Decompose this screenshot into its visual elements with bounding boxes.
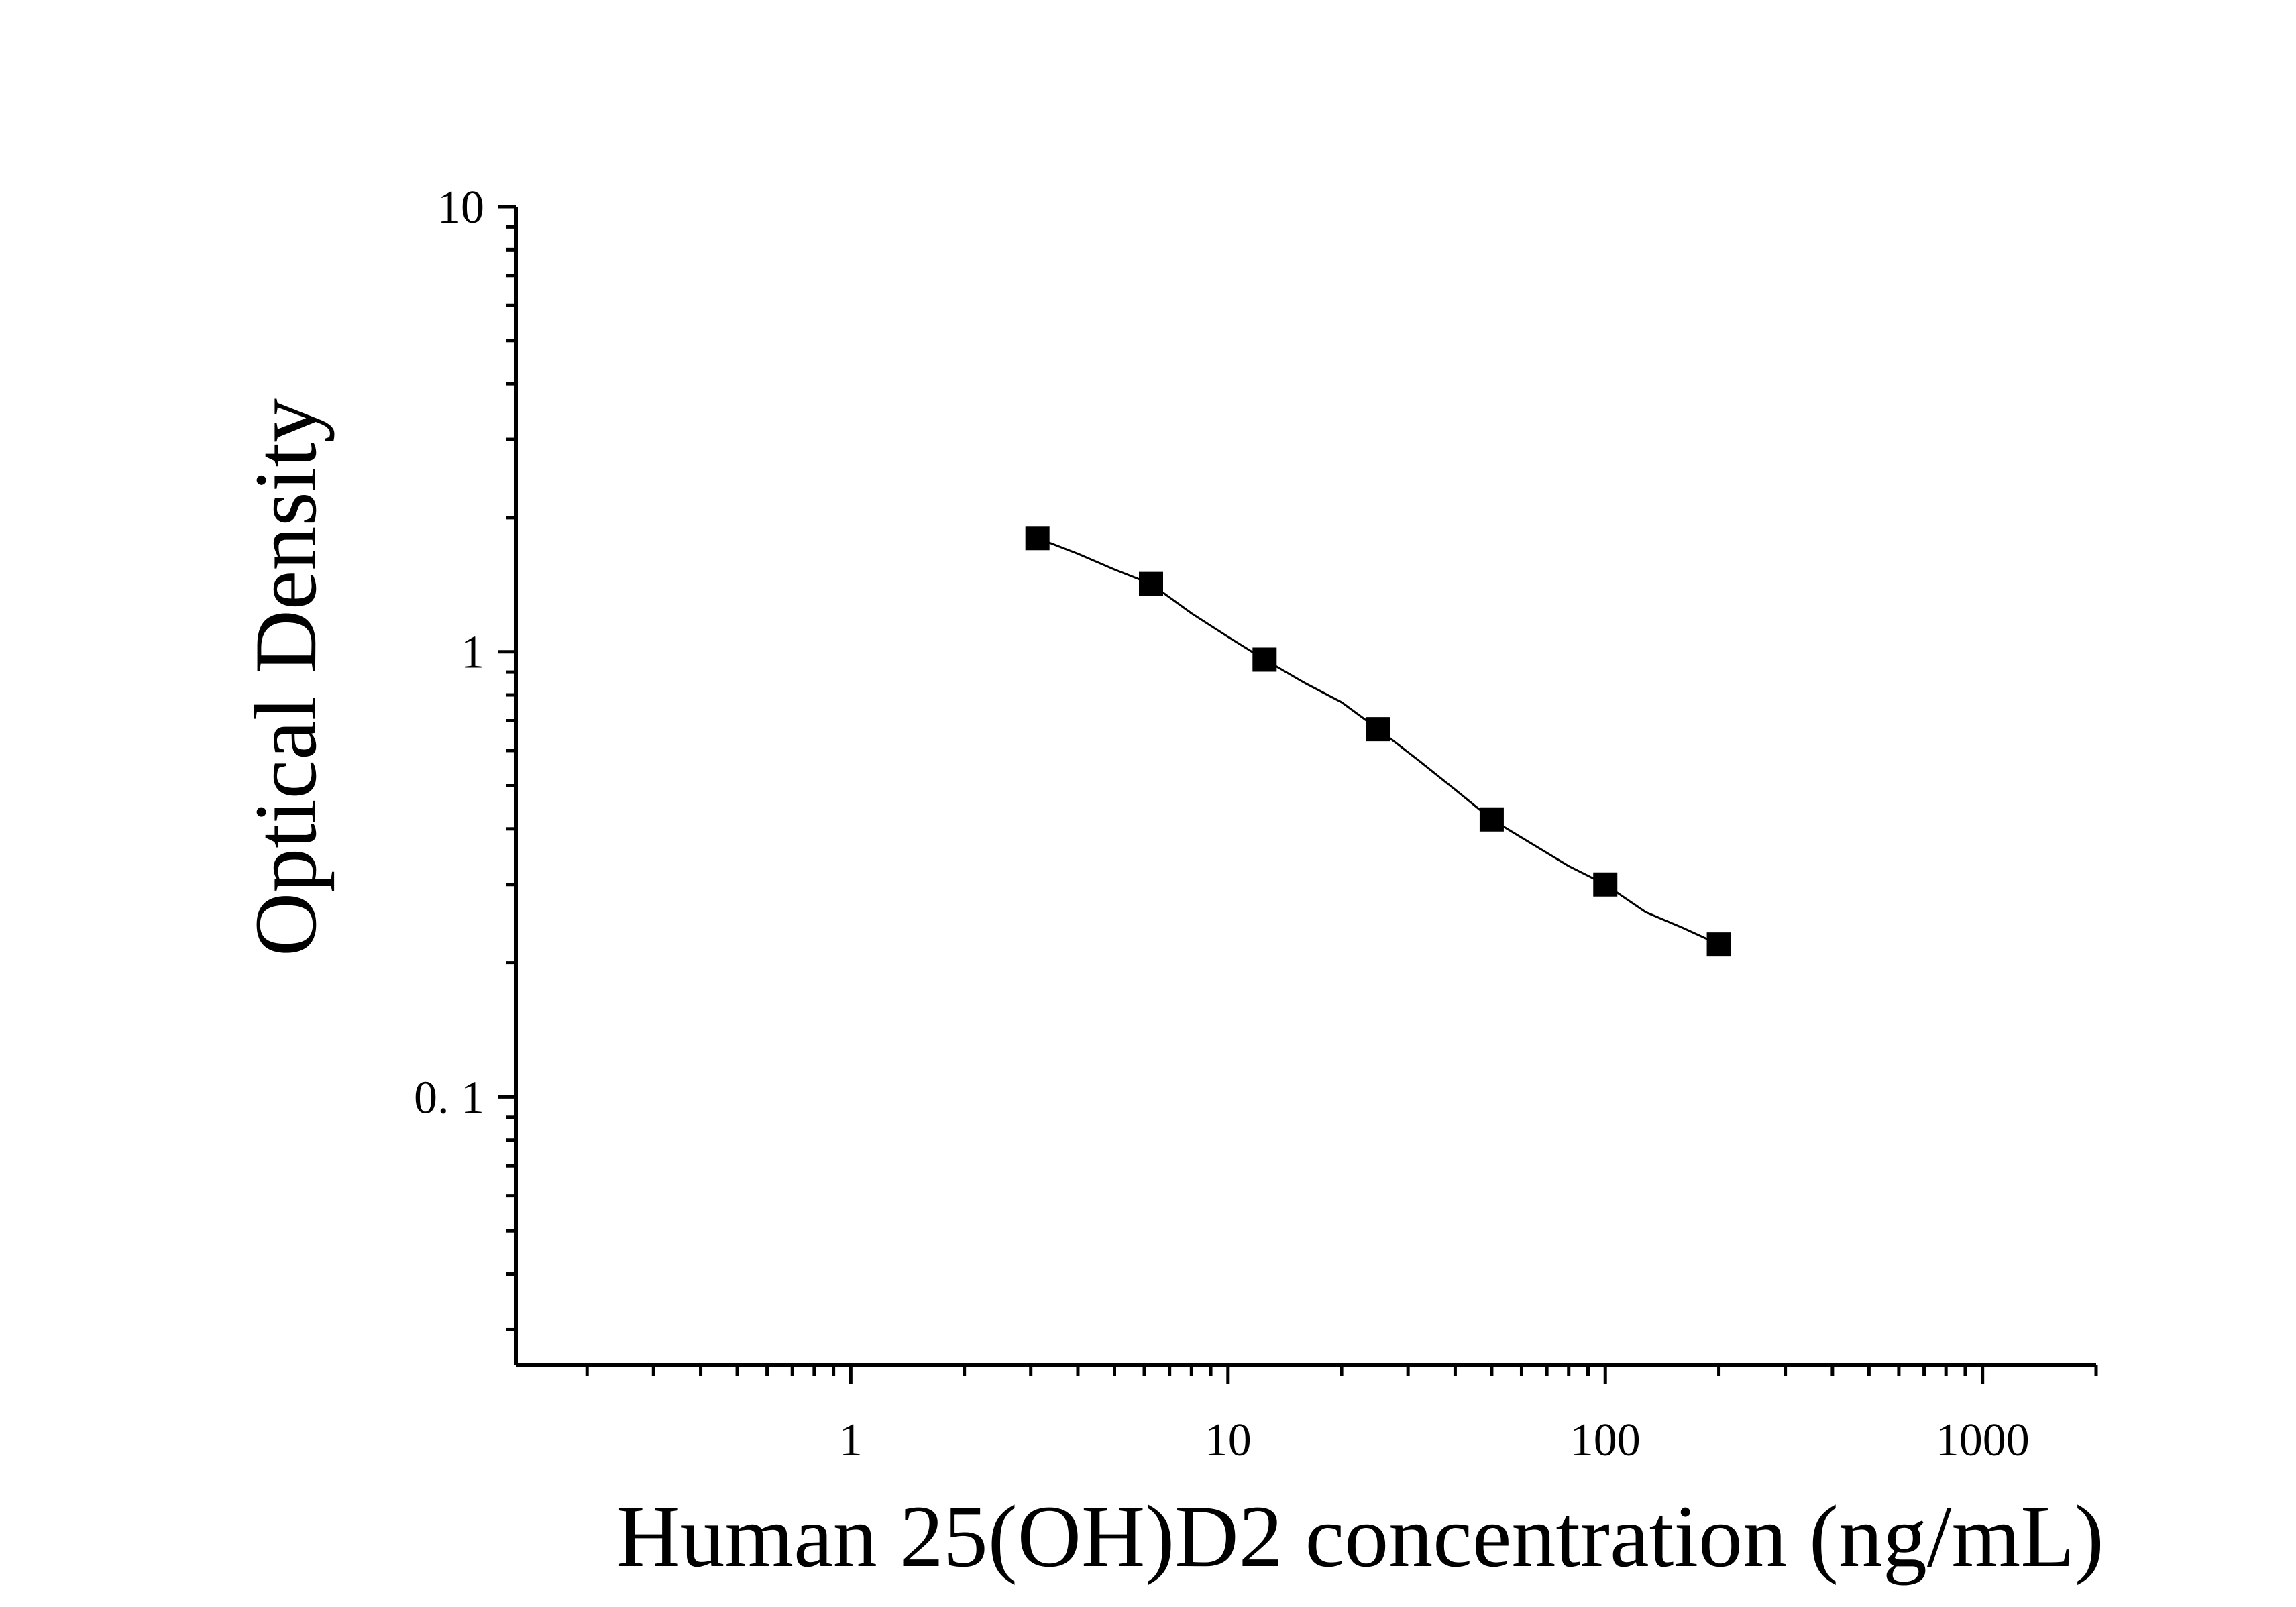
y-tick-label: 1 [461,627,484,679]
data-point [1593,872,1618,897]
x-axis-title: Human 25(OH)D2 concentration (ng/mL) [616,1487,2104,1586]
data-point [1706,932,1731,957]
data-point [1025,526,1050,551]
x-tick-label: 1 [839,1415,863,1466]
x-tick-label: 1000 [1936,1415,2030,1466]
y-tick-label: 10 [437,182,484,233]
data-point [1366,717,1390,742]
data-point [1479,807,1504,832]
x-tick-label: 10 [1205,1415,1252,1466]
axes: 0. 1 1 10 1 10 100 1000 [414,182,2098,1466]
data-points-layer [1025,526,1731,957]
x-tick-label: 100 [1570,1415,1641,1466]
data-point [1138,571,1163,596]
y-tick-label: 0. 1 [414,1072,484,1123]
data-point [1252,647,1277,672]
y-axis-title: Optical Density [236,398,335,956]
